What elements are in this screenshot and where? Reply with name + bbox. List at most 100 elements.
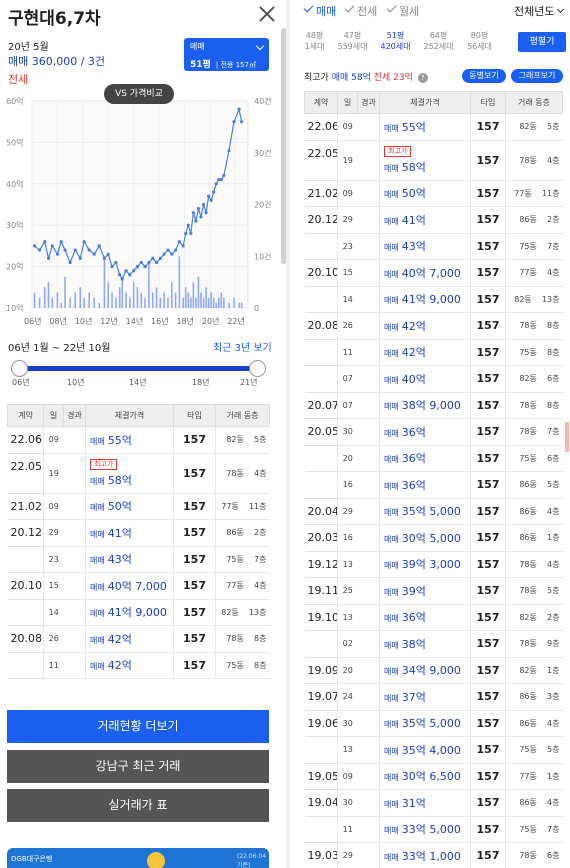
- table-row[interactable]: 20.08 26 매매 42억 157 78동 8층: [304, 312, 563, 340]
- deal-price[interactable]: 매매 35억 4,000: [379, 736, 471, 764]
- table-row[interactable]: 19.06 30 매매 35억 5,000 157 86동 4층: [304, 710, 563, 737]
- table-row[interactable]: 20.12 29 매매 41억 157 86동 2층: [7, 519, 270, 547]
- gangnam-recent-button[interactable]: 강남구 최근 거래: [7, 750, 269, 783]
- table-row[interactable]: 20.07 07 매매 38억 9,000 157 78동 8층: [304, 392, 563, 419]
- table-row[interactable]: 14 매매 41억 9,000 157 82동 13층: [304, 286, 563, 313]
- deal-price[interactable]: 매매 55억: [85, 426, 174, 454]
- table-row[interactable]: 21.02 09 매매 50억 157 77동 11층: [304, 180, 563, 207]
- help-icon[interactable]: ?: [417, 73, 428, 83]
- table-row[interactable]: 19.07 24 매매 37억 157 86동 3층: [304, 683, 563, 711]
- tab-jeonse[interactable]: 전세: [344, 2, 377, 19]
- deal-price[interactable]: 매매 40억 7,000: [379, 259, 471, 287]
- table-row[interactable]: 20.04 29 매매 35억 5,000 157 86동 4층: [304, 498, 563, 525]
- table-row[interactable]: 23 매매 43억 157 75동 7층: [304, 233, 563, 260]
- vs-compare-button[interactable]: VS 가격비교: [104, 84, 174, 104]
- table-row[interactable]: 02 매매 38억 157 78동 9층: [304, 630, 563, 658]
- table-row[interactable]: 13 매매 35억 4,000 157 75동 5층: [304, 736, 563, 764]
- deal-price[interactable]: 매매 30억 5,000: [379, 524, 471, 552]
- deal-price[interactable]: 매매 42억: [85, 652, 174, 679]
- table-row[interactable]: 11 매매 42억 157 75동 8층: [7, 652, 270, 679]
- year-select[interactable]: 전체년도: [514, 3, 565, 19]
- deal-price[interactable]: 매매 33억 1,000: [379, 842, 471, 868]
- right-scrollbar[interactable]: [565, 422, 569, 452]
- table-row[interactable]: 11 매매 42억 157 75동 8층: [304, 339, 563, 366]
- deal-price[interactable]: 매매 31억: [379, 789, 471, 817]
- table-row[interactable]: 07 매매 40억 157 82동 6층: [304, 365, 563, 393]
- table-row[interactable]: 20.03 16 매매 30억 5,000 157 86동 1층: [304, 524, 563, 552]
- expand-pyeong-button[interactable]: 평펼기: [518, 32, 566, 52]
- deal-price[interactable]: 매매 41억 9,000: [85, 599, 174, 626]
- pyeong-tab[interactable]: 80평 56세대: [467, 31, 492, 51]
- deal-price[interactable]: 매매 39억: [379, 577, 471, 605]
- deal-price[interactable]: 매매 40억: [379, 365, 471, 393]
- deal-price[interactable]: 매매 50억: [379, 180, 471, 207]
- deal-price[interactable]: 최고가 매매 58억: [379, 140, 471, 181]
- deal-price[interactable]: 매매 36억: [379, 418, 471, 446]
- slider-start-handle[interactable]: [11, 360, 28, 377]
- deal-price[interactable]: 매매 41억: [379, 206, 471, 234]
- table-row[interactable]: 19.04 30 매매 31억 157 86동 4층: [304, 789, 563, 817]
- table-row[interactable]: 19.12 13 매매 39억 3,000 157 78동 4층: [304, 551, 563, 578]
- table-row[interactable]: 22.05 19 최고가 매매 58억 157 78동 4층: [304, 140, 563, 181]
- table-row[interactable]: 19.09 20 매매 34억 9,000 157 82동 1층: [304, 657, 563, 684]
- deal-price[interactable]: 매매 30억 6,500: [379, 763, 471, 790]
- deal-price[interactable]: 매매 50억: [85, 493, 174, 520]
- ad-banner[interactable]: DGB대구은행 (22.06.04 기준): [7, 848, 269, 868]
- deal-price[interactable]: 매매 55억: [379, 113, 471, 141]
- table-row[interactable]: 23 매매 43억 157 75동 7층: [7, 546, 270, 573]
- left-scrollbar[interactable]: [281, 28, 287, 264]
- table-row[interactable]: 20.12 29 매매 41억 157 86동 2층: [304, 206, 563, 234]
- real-price-table-button[interactable]: 실거래가 표: [7, 789, 269, 822]
- deal-price[interactable]: 매매 36억: [379, 604, 471, 631]
- table-row[interactable]: 20.10 15 매매 40억 7,000 157 77동 4층: [7, 572, 270, 600]
- table-row[interactable]: 19.03 29 매매 33억 1,000 157 78동 6층: [304, 842, 563, 868]
- deal-price[interactable]: 매매 35억 5,000: [379, 710, 471, 737]
- table-row[interactable]: 11 매매 33억 5,000 157 75동 7층: [304, 816, 563, 843]
- date-range-slider[interactable]: 06년 10년 14년 18년 21년: [0, 356, 282, 390]
- table-row[interactable]: 22.06 09 매매 55억 157 82동 5층: [304, 113, 563, 141]
- deal-price[interactable]: 매매 38억 9,000: [379, 392, 471, 419]
- table-row[interactable]: 21.02 09 매매 50억 157 77동 11층: [7, 493, 270, 520]
- table-row[interactable]: 22.05 19 최고가 매매 58억 157 78동 4층: [7, 453, 270, 494]
- deal-price[interactable]: 매매 35억 5,000: [379, 498, 471, 525]
- deal-price[interactable]: 매매 34억 9,000: [379, 657, 471, 684]
- deal-price[interactable]: 매매 33억 5,000: [379, 816, 471, 843]
- type-area-select[interactable]: 매매 51평 | 전용 157㎡: [184, 38, 269, 71]
- deal-price[interactable]: 매매 38억: [379, 630, 471, 658]
- more-deals-button[interactable]: 거래현황 더보기: [7, 710, 269, 743]
- deal-price[interactable]: 매매 40억 7,000: [85, 572, 174, 600]
- dong-view-button[interactable]: 동별보기: [462, 69, 506, 83]
- price-chart[interactable]: 10억 20억 30억 40억 50억 60억 0 10건 20건 30건 40건 06년 08년 10년…: [0, 90, 282, 335]
- tab-monthly[interactable]: 월세: [386, 2, 419, 19]
- deal-price[interactable]: 매매 39억 3,000: [379, 551, 471, 578]
- pyeong-tab-active[interactable]: 51평 420세대: [380, 31, 411, 51]
- table-row[interactable]: 14 매매 41억 9,000 157 82동 13층: [7, 599, 270, 626]
- table-row[interactable]: 16 매매 36억 157 86동 5층: [304, 471, 563, 499]
- deal-price[interactable]: 매매 36억: [379, 471, 471, 499]
- deal-price[interactable]: 최고가 매매 58억: [85, 453, 174, 494]
- deal-price[interactable]: 매매 42억: [85, 625, 174, 653]
- table-row[interactable]: 20.10 15 매매 40억 7,000 157 77동 4층: [304, 259, 563, 287]
- table-row[interactable]: 19.05 09 매매 30억 6,500 157 77동 1층: [304, 763, 563, 790]
- deal-price[interactable]: 매매 41억: [85, 519, 174, 547]
- deal-price[interactable]: 매매 42억: [379, 339, 471, 366]
- deal-price[interactable]: 매매 43억: [379, 233, 471, 260]
- table-row[interactable]: 20.08 26 매매 42억 157 78동 8층: [7, 625, 270, 653]
- table-row[interactable]: 19.10 13 매매 36억 157 82동 2층: [304, 604, 563, 631]
- tab-sale[interactable]: 매매: [303, 2, 336, 19]
- slider-end-handle[interactable]: [249, 360, 266, 377]
- table-row[interactable]: 20.05 30 매매 36억 157 78동 7층: [304, 418, 563, 446]
- graph-view-button[interactable]: 그래프보기: [511, 69, 563, 83]
- pyeong-tab[interactable]: 48평 1세대: [304, 31, 325, 51]
- deal-price[interactable]: 매매 42억: [379, 312, 471, 340]
- deal-price[interactable]: 매매 36억: [379, 445, 471, 472]
- table-row[interactable]: 22.06 09 매매 55억 157 82동 5층: [7, 426, 270, 454]
- pyeong-tab[interactable]: 64평 252세대: [423, 31, 454, 51]
- table-row[interactable]: 20 매매 36억 157 75동 6층: [304, 445, 563, 472]
- pyeong-tab[interactable]: 47평 559세대: [337, 31, 368, 51]
- table-row[interactable]: 19.11 25 매매 39억 157 78동 5층: [304, 577, 563, 605]
- deal-price[interactable]: 매매 43억: [85, 546, 174, 573]
- deal-price[interactable]: 매매 37억: [379, 683, 471, 711]
- recent-3-years-link[interactable]: 최근 3년 보기: [213, 343, 272, 354]
- close-icon[interactable]: [257, 4, 277, 24]
